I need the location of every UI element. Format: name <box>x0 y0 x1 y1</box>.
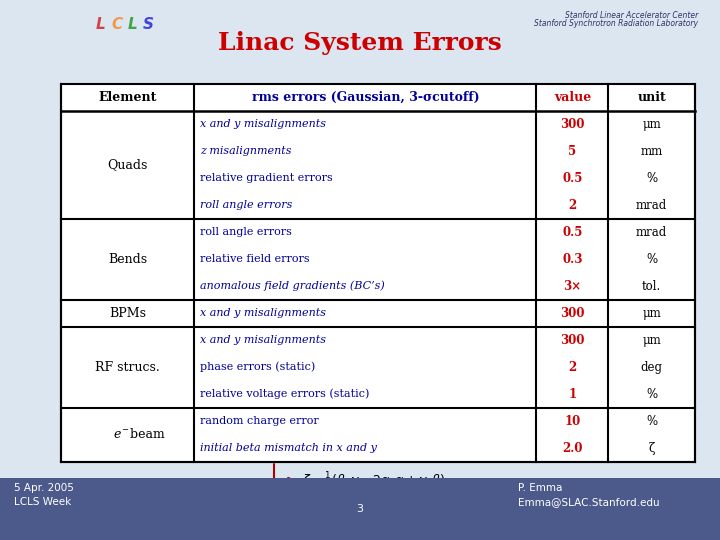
Bar <box>0 0 720 478</box>
Text: tol.: tol. <box>642 280 661 293</box>
Text: BPMs: BPMs <box>109 307 146 320</box>
Text: Linac System Errors: Linac System Errors <box>218 31 502 55</box>
Text: 0.3: 0.3 <box>562 253 582 266</box>
Text: Stanford Synchrotron Radiation Laboratory: Stanford Synchrotron Radiation Laborator… <box>534 19 698 28</box>
Bar <box>0 478 720 540</box>
Text: mrad: mrad <box>636 226 667 239</box>
Text: 0.5: 0.5 <box>562 226 582 239</box>
Text: %: % <box>646 172 657 185</box>
Text: S: S <box>143 17 154 32</box>
Text: L: L <box>127 17 138 32</box>
Text: mm: mm <box>641 145 662 158</box>
Text: Bends: Bends <box>108 253 148 266</box>
Text: relative gradient errors: relative gradient errors <box>200 173 333 183</box>
Text: 2.0: 2.0 <box>562 442 582 455</box>
Text: unit: unit <box>637 91 666 104</box>
Bar <box>61 84 695 462</box>
Text: 300: 300 <box>560 307 585 320</box>
Text: z misalignments: z misalignments <box>200 146 292 156</box>
Text: C: C <box>111 17 122 32</box>
Text: value: value <box>554 91 591 104</box>
Text: x and y misalignments: x and y misalignments <box>200 308 326 318</box>
Text: 0.5: 0.5 <box>562 172 582 185</box>
Text: initial beta mismatch in x and y: initial beta mismatch in x and y <box>200 443 377 453</box>
Text: %: % <box>646 388 657 401</box>
Text: beam: beam <box>126 428 164 441</box>
Text: roll angle errors: roll angle errors <box>200 227 292 237</box>
Text: $\zeta = \frac{1}{2}(\beta_0\gamma - 2\alpha_0\alpha + \gamma_0\beta)$: $\zeta = \frac{1}{2}(\beta_0\gamma - 2\a… <box>302 470 446 491</box>
Text: phase errors (static): phase errors (static) <box>200 362 315 373</box>
Text: μm: μm <box>642 334 661 347</box>
Text: 10: 10 <box>564 415 580 428</box>
Text: ζ: ζ <box>649 442 654 455</box>
Text: 5 Apr. 2005
LCLS Week: 5 Apr. 2005 LCLS Week <box>14 483 74 507</box>
Text: 3: 3 <box>356 504 364 514</box>
Text: 2: 2 <box>568 199 577 212</box>
Text: %: % <box>646 253 657 266</box>
Text: Quads: Quads <box>107 158 148 171</box>
Text: Element: Element <box>99 91 157 104</box>
Text: 300: 300 <box>560 334 585 347</box>
Text: x and y misalignments: x and y misalignments <box>200 335 326 345</box>
Text: 5: 5 <box>568 145 577 158</box>
Text: μm: μm <box>642 307 661 320</box>
Bar <box>0 0 720 478</box>
Text: relative voltage errors (static): relative voltage errors (static) <box>200 389 369 400</box>
Text: 2: 2 <box>568 361 577 374</box>
Text: Stanford Linear Accelerator Center: Stanford Linear Accelerator Center <box>565 11 698 20</box>
Text: 300: 300 <box>560 118 585 131</box>
Text: relative field errors: relative field errors <box>200 254 310 264</box>
Text: random charge error: random charge error <box>200 416 319 426</box>
Text: mrad: mrad <box>636 199 667 212</box>
Text: P. Emma
Emma@SLAC.Stanford.edu: P. Emma Emma@SLAC.Stanford.edu <box>518 483 660 507</box>
Text: %: % <box>646 415 657 428</box>
Text: rms errors (Gaussian, 3-σcutoff): rms errors (Gaussian, 3-σcutoff) <box>251 91 480 104</box>
Text: 3×: 3× <box>563 280 582 293</box>
Text: deg: deg <box>641 361 662 374</box>
Text: L: L <box>96 17 106 32</box>
Text: x and y misalignments: x and y misalignments <box>200 119 326 129</box>
Text: 1: 1 <box>568 388 577 401</box>
Text: μm: μm <box>642 118 661 131</box>
Text: roll angle errors: roll angle errors <box>200 200 292 210</box>
Text: RF strucs.: RF strucs. <box>96 361 160 374</box>
Text: anomalous field gradients (BC’s): anomalous field gradients (BC’s) <box>200 281 385 292</box>
Text: e: e <box>114 428 121 441</box>
Text: −: − <box>121 427 128 434</box>
